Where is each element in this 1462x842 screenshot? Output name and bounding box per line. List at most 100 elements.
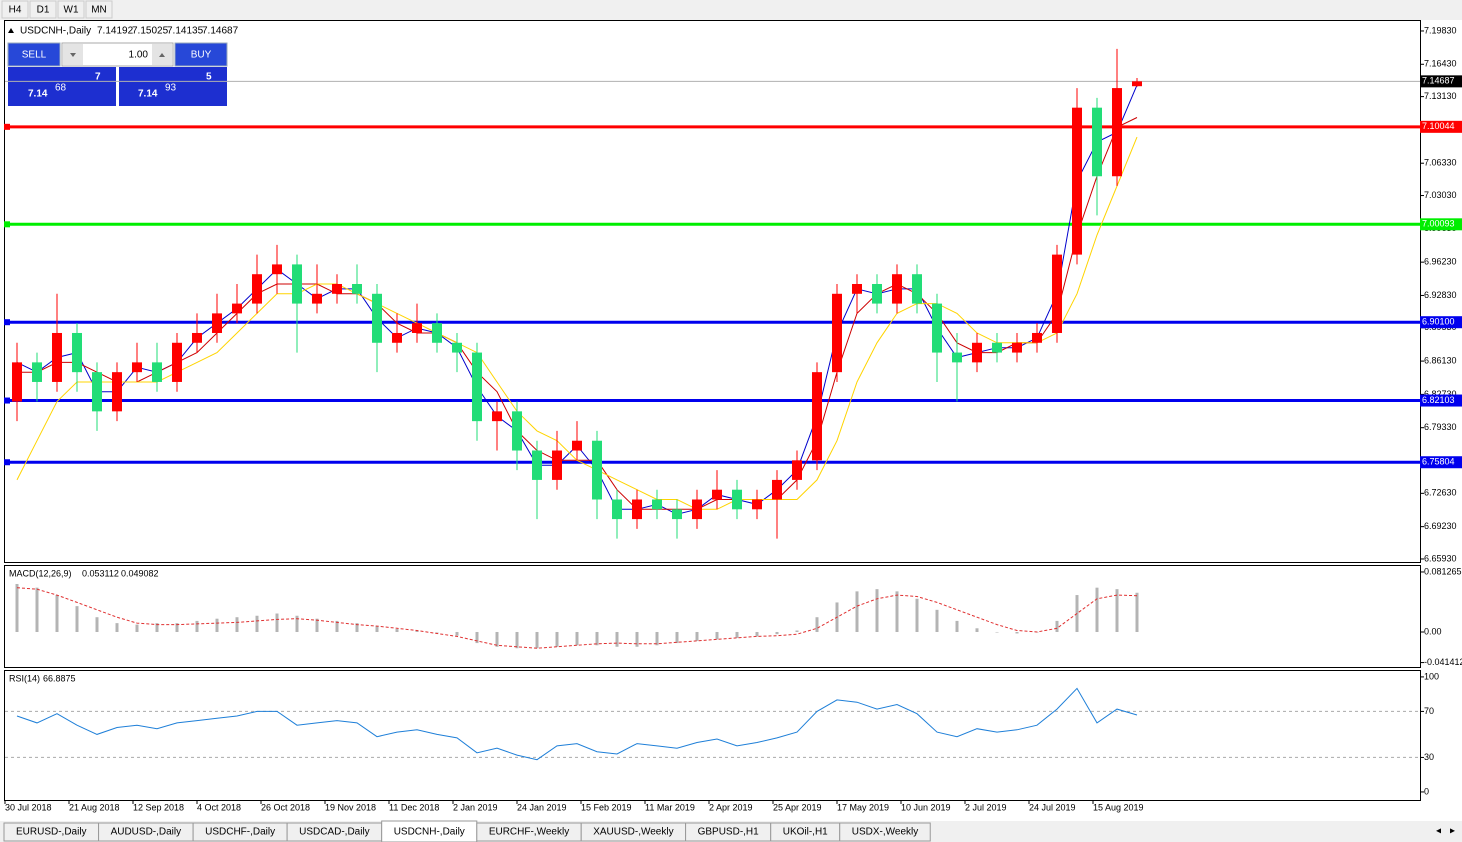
- candle-body: [532, 450, 542, 480]
- level-handle[interactable]: [4, 319, 10, 326]
- macd-signal: [16, 587, 1138, 649]
- macd-bar: [555, 631, 559, 647]
- macd-bar: [995, 631, 999, 633]
- y-tick-label: 6.72630: [1424, 488, 1457, 498]
- bid-box[interactable]: [8, 67, 116, 106]
- macd-bar: [575, 631, 579, 646]
- tab-scroll-left[interactable]: ◂: [1436, 826, 1441, 837]
- macd-bar: [495, 631, 499, 647]
- macd-bar: [335, 620, 339, 632]
- macd-bar: [435, 631, 439, 633]
- candle-body: [652, 499, 662, 510]
- chart-tab-label: XAUUSD-,Weekly: [593, 827, 673, 838]
- candle-body: [692, 499, 702, 520]
- macd-bar: [975, 628, 979, 632]
- candle-body: [1112, 88, 1122, 177]
- macd-bar: [875, 589, 879, 632]
- ask-pips: 93: [165, 83, 177, 94]
- ask-box[interactable]: [119, 67, 227, 106]
- candle-body: [912, 274, 922, 304]
- quote-close: 7.14687: [202, 26, 239, 37]
- macd-bar: [55, 595, 59, 632]
- macd-bar: [1095, 587, 1099, 632]
- candle-body: [852, 283, 862, 294]
- level-handle[interactable]: [4, 123, 10, 130]
- candle-body: [732, 489, 742, 510]
- candle-body: [72, 332, 82, 373]
- sell-button[interactable]: [7, 42, 61, 67]
- candle-body: [1132, 81, 1142, 87]
- candle-body: [172, 342, 182, 382]
- candle-body: [1012, 342, 1022, 353]
- macd-bar: [1135, 592, 1139, 632]
- tab-scroll-right[interactable]: ▸: [1450, 826, 1455, 837]
- y-tick-label: -0.041412: [1424, 657, 1462, 667]
- x-tick-label: 17 May 2019: [837, 802, 889, 812]
- level-handle[interactable]: [4, 397, 10, 404]
- y-tick-label: 6.65930: [1424, 553, 1457, 563]
- timeframe-button[interactable]: [57, 0, 85, 19]
- candle-body: [872, 283, 882, 304]
- timeframe-label: D1: [37, 5, 50, 16]
- y-tick-label: 7.06330: [1424, 158, 1457, 168]
- level-handle[interactable]: [4, 459, 10, 466]
- level-label: 6.82103: [1422, 395, 1455, 405]
- y-tick-label: 7.19830: [1424, 25, 1457, 35]
- quote-open: 7.14192: [97, 26, 134, 37]
- candle-body: [572, 440, 582, 451]
- candle-body: [752, 499, 762, 510]
- candle-body: [292, 264, 302, 304]
- candle-body: [52, 332, 62, 382]
- candle-body: [932, 303, 942, 353]
- sell-label: SELL: [22, 50, 47, 61]
- macd-bar: [235, 617, 239, 632]
- down-arrow: [70, 53, 76, 57]
- y-tick-label: 7.13130: [1424, 91, 1457, 101]
- symbol-title: USDCNH-,Daily: [20, 26, 91, 37]
- timeframe-button[interactable]: [29, 0, 57, 19]
- candle-body: [432, 323, 442, 343]
- bid-big: 7.14: [28, 89, 48, 100]
- candle-body: [472, 352, 482, 422]
- candle-body: [372, 293, 382, 343]
- macd-bar: [695, 631, 699, 641]
- candle-body: [492, 411, 502, 422]
- level-label: 7.00093: [1422, 219, 1455, 229]
- level-handle[interactable]: [4, 221, 10, 228]
- macd-bar: [195, 620, 199, 632]
- candle-body: [512, 411, 522, 451]
- candle-body: [152, 362, 162, 382]
- macd-bar: [855, 591, 859, 632]
- collapse-arrow[interactable]: [8, 28, 14, 33]
- buy-button[interactable]: [174, 42, 228, 67]
- y-tick-label: 70: [1424, 706, 1434, 716]
- x-tick-label: 30 Jul 2018: [5, 802, 52, 812]
- macd-reading: 0.053112: [82, 568, 119, 578]
- y-tick-label: 6.79330: [1424, 422, 1457, 432]
- macd-bar: [35, 587, 39, 632]
- timeframe-label: MN: [91, 5, 107, 16]
- level-label-box: [1420, 316, 1462, 329]
- chart-tab[interactable]: [839, 822, 931, 842]
- candle-body: [992, 342, 1002, 353]
- x-tick-label: 2 Jan 2019: [453, 802, 498, 812]
- timeframe-button[interactable]: [85, 0, 113, 19]
- macd-bar: [895, 591, 899, 632]
- macd-pane: [4, 565, 1421, 668]
- y-tick-label: 6.92830: [1424, 290, 1457, 300]
- candle-body: [12, 362, 22, 402]
- toolbar: [0, 0, 1462, 20]
- lots-box[interactable]: [61, 42, 174, 67]
- candle-body: [112, 372, 122, 412]
- candle-body: [812, 372, 822, 461]
- y-tick-label: 0.081265: [1424, 566, 1462, 576]
- candle-body: [712, 489, 722, 500]
- y-tick-label: 6.86130: [1424, 355, 1457, 365]
- macd-bar: [795, 630, 799, 632]
- level-label-box: [1420, 456, 1462, 469]
- candle-body: [132, 362, 142, 373]
- macd-bar: [955, 620, 959, 632]
- last-price-label: 7.14687: [1422, 76, 1455, 86]
- timeframe-button[interactable]: [1, 0, 29, 19]
- rsi-title: RSI(14): [9, 673, 40, 683]
